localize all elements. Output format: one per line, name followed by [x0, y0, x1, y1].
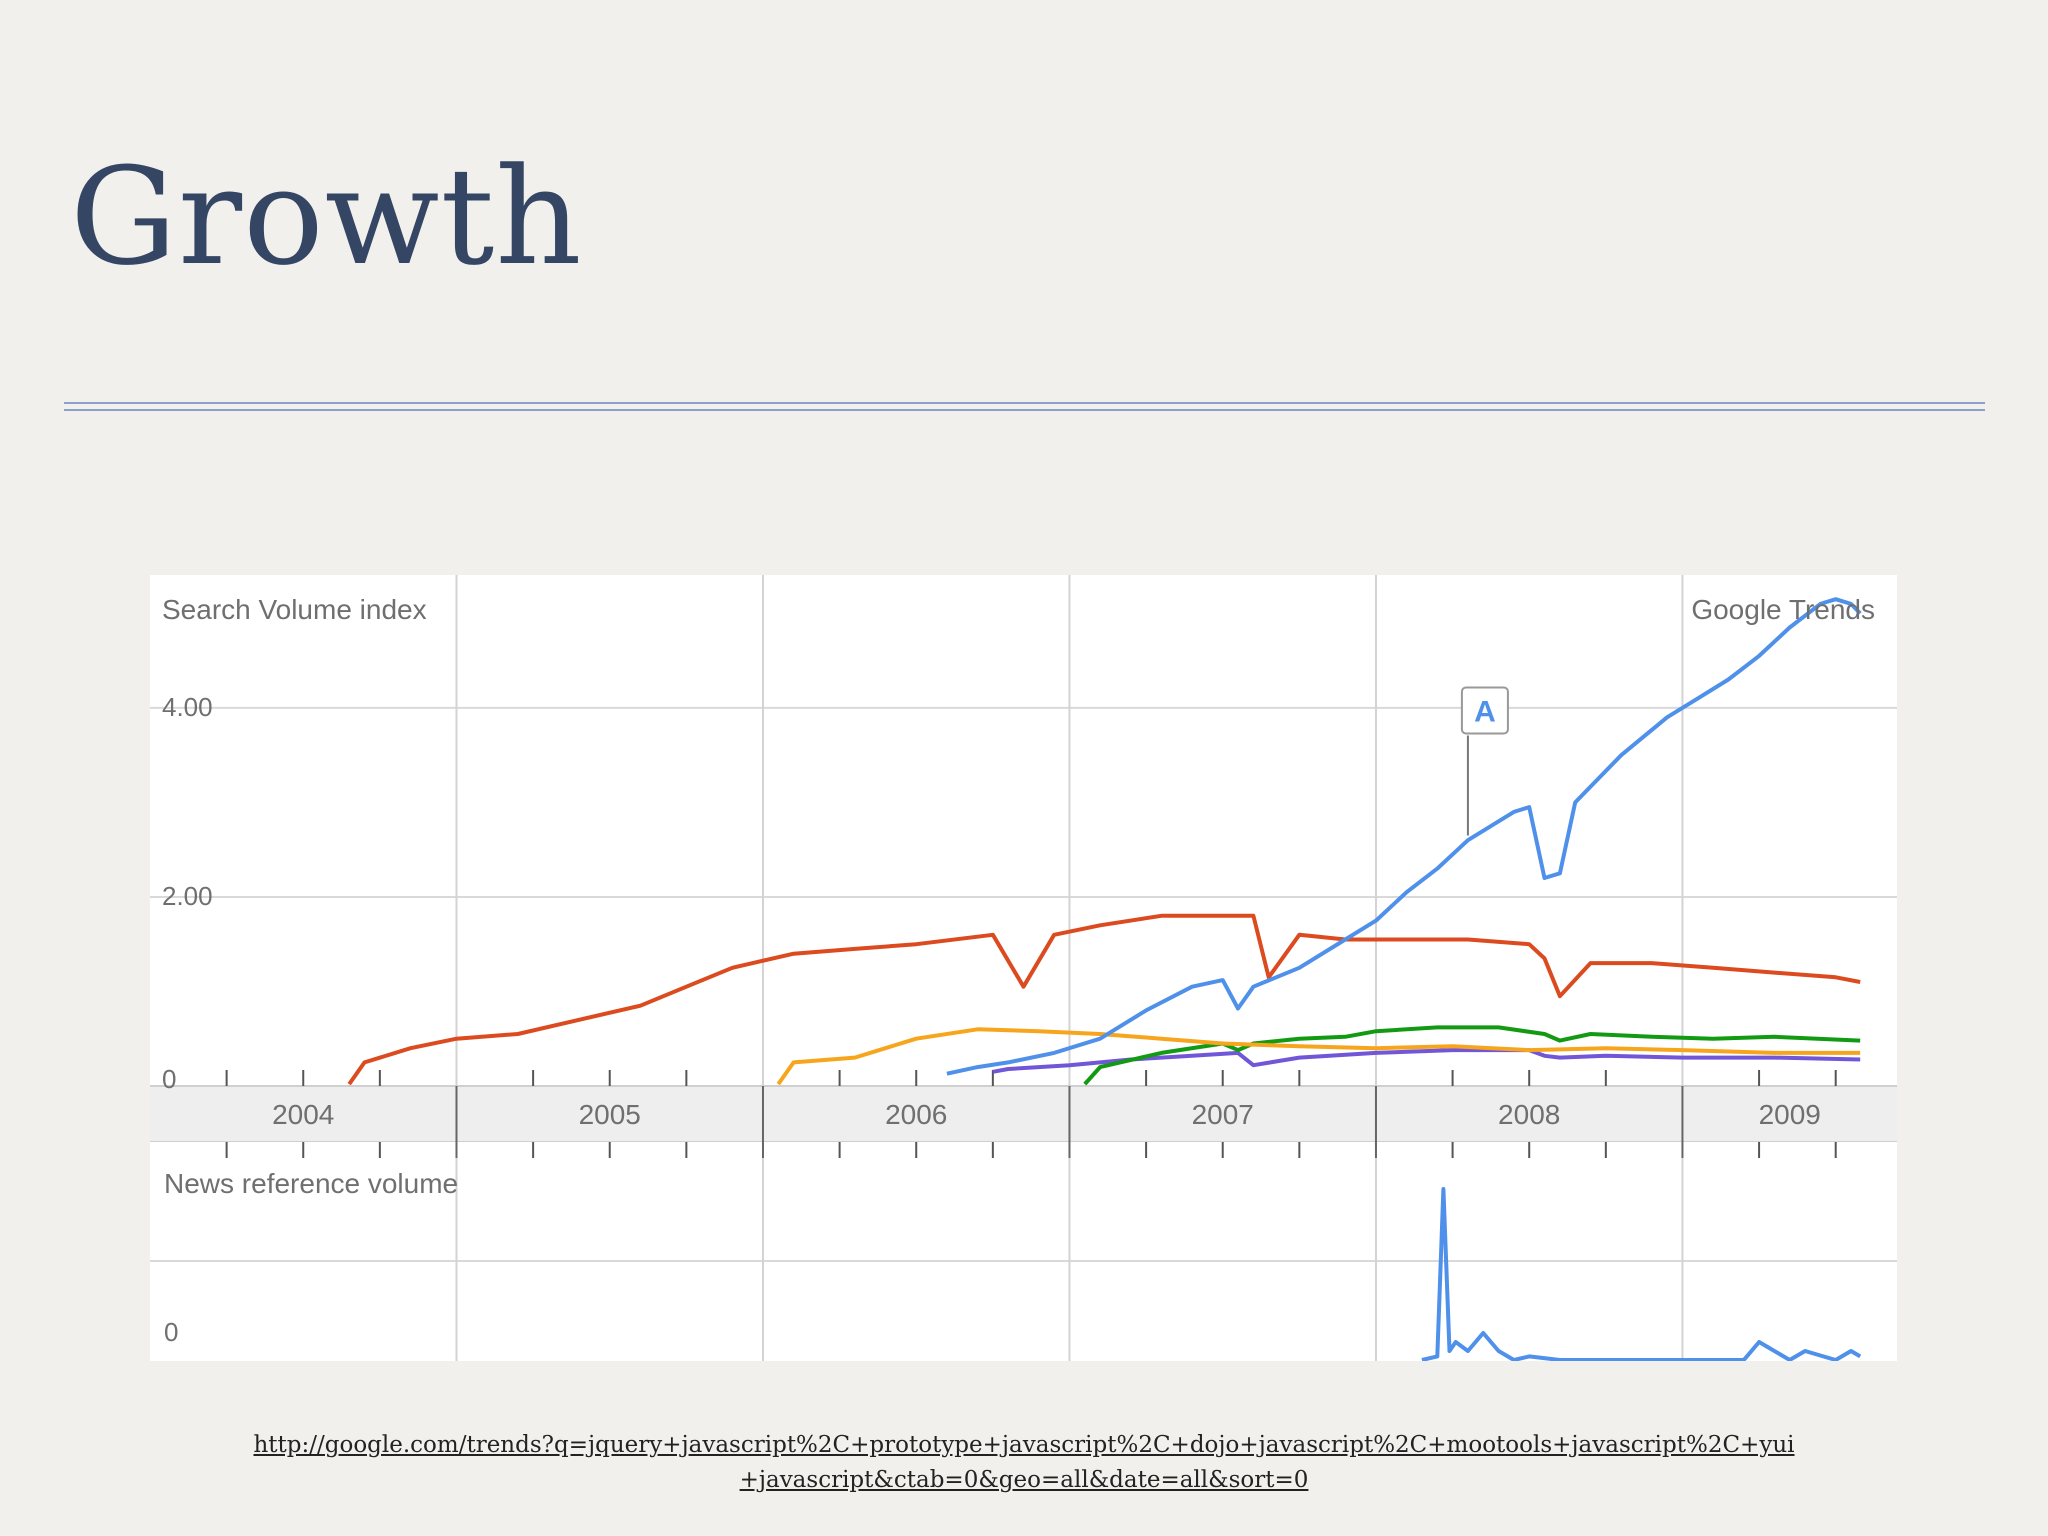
year-label-2005: 2005 [579, 1099, 641, 1130]
year-label-2008: 2008 [1498, 1099, 1560, 1130]
year-band [150, 1086, 1897, 1142]
series-line-prototype-javascript [347, 913, 1861, 1086]
annotation-label: A [1474, 696, 1496, 729]
source-link[interactable]: http://google.com/trends?q=jquery+javasc… [200, 1428, 1848, 1498]
news-panel-label: News reference volume [164, 1168, 458, 1199]
year-label-2004: 2004 [272, 1099, 334, 1130]
y-tick-label-1: 2.00 [162, 881, 213, 911]
google-trends-brand: Google Trends [1691, 594, 1875, 625]
series-line-mootools-javascript [1083, 1025, 1861, 1086]
series-line-yui-javascript [992, 1048, 1861, 1074]
series-line-jquery-javascript [946, 597, 1862, 1076]
year-label-2009: 2009 [1759, 1099, 1821, 1130]
annotation-box[interactable] [1460, 686, 1509, 735]
news-line-jquery-javascript [1421, 1187, 1862, 1361]
search-volume-panel [150, 575, 1897, 1086]
title-divider-bottom [64, 409, 1985, 411]
grid-lines [150, 575, 1897, 1361]
news-zero-label: 0 [164, 1317, 178, 1347]
google-trends-chart: 0 2.00 4.00 2004 2005 2006 2007 2008 2009 Search… [150, 575, 1897, 1361]
series-line-dojo-javascript [776, 1027, 1861, 1086]
series-lines [347, 597, 1862, 1086]
news-lines [1421, 1187, 1862, 1361]
y-tick-label-0: 0 [162, 1064, 176, 1094]
title-divider-top [64, 402, 1985, 404]
slide-title: Growth [70, 139, 583, 295]
year-label-2006: 2006 [885, 1099, 947, 1130]
source-url-line2[interactable]: +javascript&ctab=0&geo=all&date=all&sort… [739, 1467, 1309, 1493]
axis-labels: 0 2.00 4.00 2004 2005 2006 2007 2008 2009 [162, 692, 1821, 1130]
year-label-2007: 2007 [1192, 1099, 1254, 1130]
y-axis-label: Search Volume index [162, 594, 427, 625]
annotation-marker[interactable]: A [1460, 686, 1509, 836]
source-url-line1[interactable]: http://google.com/trends?q=jquery+javasc… [253, 1432, 1795, 1458]
news-volume-panel [150, 1142, 1897, 1361]
y-tick-label-2: 4.00 [162, 692, 213, 722]
axis-ticks [225, 1070, 1837, 1158]
